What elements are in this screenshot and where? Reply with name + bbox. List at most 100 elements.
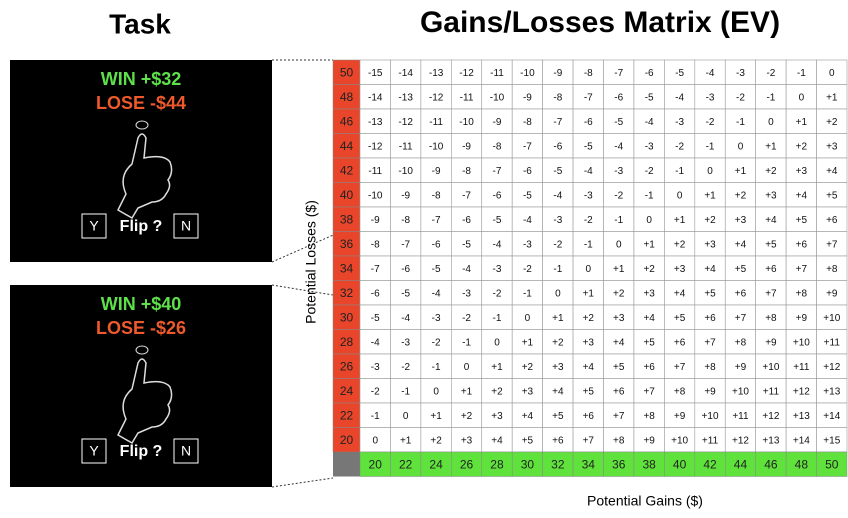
- cell-value: -3: [371, 362, 380, 373]
- gain-label: 36: [612, 457, 626, 471]
- cell-value: +3: [613, 313, 625, 324]
- cell-value: +9: [704, 386, 716, 397]
- cell-value: +7: [735, 313, 747, 324]
- cell-value: -1: [706, 141, 715, 152]
- cell-value: -13: [429, 68, 444, 79]
- cell-value: +11: [702, 435, 719, 446]
- cell-value: +3: [796, 166, 808, 177]
- cell-value: +1: [461, 386, 473, 397]
- matrix-cell: [755, 402, 787, 428]
- cell-value: -4: [706, 68, 715, 79]
- matrix-cell: [603, 133, 635, 159]
- cell-value: -6: [614, 92, 623, 103]
- cell-value: -12: [398, 117, 413, 128]
- cell-value: +9: [826, 288, 838, 299]
- cell-value: +14: [793, 435, 810, 446]
- gain-label: 40: [673, 457, 687, 471]
- matrix-cell: [511, 182, 543, 208]
- cell-value: -9: [401, 190, 410, 201]
- matrix-cell: [816, 280, 848, 306]
- flip-text: Flip ?: [120, 218, 163, 235]
- matrix-cell: [359, 206, 391, 232]
- cell-value: +5: [826, 190, 838, 201]
- loss-label: 24: [340, 384, 354, 398]
- cell-value: +11: [824, 337, 841, 348]
- matrix-cell: [603, 329, 635, 355]
- matrix-cell: [724, 329, 756, 355]
- gain-label: 42: [703, 457, 717, 471]
- cell-value: 0: [677, 190, 683, 201]
- cell-value: -1: [645, 190, 654, 201]
- loss-cell: [332, 231, 361, 257]
- loss-label: 42: [340, 163, 354, 177]
- cell-value: +6: [643, 362, 655, 373]
- loss-label: 40: [340, 188, 354, 202]
- matrix-cell: [451, 206, 483, 232]
- cell-value: +2: [583, 313, 595, 324]
- cell-value: +1: [735, 166, 747, 177]
- cell-value: +10: [823, 313, 840, 324]
- cell-value: -9: [371, 215, 380, 226]
- cell-value: -3: [432, 313, 441, 324]
- matrix-cell: [785, 59, 817, 85]
- cell-value: 0: [768, 117, 774, 128]
- cell-value: -4: [462, 264, 471, 275]
- matrix-cell: [359, 304, 391, 330]
- matrix-cell: [755, 378, 787, 404]
- cell-value: -10: [398, 166, 413, 177]
- cell-value: -5: [371, 313, 380, 324]
- cell-value: +12: [793, 386, 810, 397]
- cell-value: +5: [674, 313, 686, 324]
- cell-value: +2: [826, 117, 838, 128]
- loss-label: 32: [340, 286, 354, 300]
- cell-value: +8: [765, 313, 777, 324]
- cell-value: -2: [706, 117, 715, 128]
- matrix-cell: [633, 231, 665, 257]
- no-text: N: [181, 443, 191, 459]
- matrix-cell: [572, 59, 604, 85]
- cell-value: -4: [675, 92, 684, 103]
- matrix-cell: [603, 353, 635, 379]
- cell-value: +1: [552, 313, 564, 324]
- cell-value: +3: [552, 362, 564, 373]
- matrix-cell: [390, 304, 422, 330]
- cell-value: -15: [368, 68, 383, 79]
- matrix-cell: [816, 402, 848, 428]
- matrix-cell: [816, 157, 848, 183]
- cell-value: +6: [583, 411, 595, 422]
- cell-value: -5: [432, 264, 441, 275]
- cell-value: +2: [613, 288, 625, 299]
- cell-value: +7: [674, 362, 686, 373]
- matrix-cell: [633, 378, 665, 404]
- cell-value: +2: [735, 190, 747, 201]
- matrix-cell: [511, 427, 543, 453]
- cell-value: 0: [555, 288, 561, 299]
- cell-value: +7: [704, 337, 716, 348]
- coin: [135, 120, 149, 130]
- cell-value: +3: [826, 141, 838, 152]
- cell-value: -6: [553, 141, 562, 152]
- matrix-cell: [542, 255, 574, 281]
- cell-value: +4: [491, 435, 503, 446]
- cell-value: -8: [553, 92, 562, 103]
- matrix-cell: [542, 182, 574, 208]
- cell-value: +5: [735, 264, 747, 275]
- matrix-cell: [694, 255, 726, 281]
- cell-value: +2: [765, 166, 777, 177]
- matrix-cell: [359, 255, 391, 281]
- cell-value: -1: [736, 117, 745, 128]
- cell-value: -7: [584, 92, 593, 103]
- cell-value: +6: [674, 337, 686, 348]
- yes-text: Y: [89, 443, 99, 459]
- matrix-cell: [390, 378, 422, 404]
- cell-value: -10: [368, 190, 383, 201]
- matrix-cell: [420, 182, 452, 208]
- cell-value: +10: [671, 435, 688, 446]
- cell-value: -5: [614, 117, 623, 128]
- cell-value: +1: [826, 92, 838, 103]
- cell-value: +3: [735, 215, 747, 226]
- matrix-cell: [451, 133, 483, 159]
- gain-cell: [511, 451, 543, 477]
- matrix-cell: [816, 378, 848, 404]
